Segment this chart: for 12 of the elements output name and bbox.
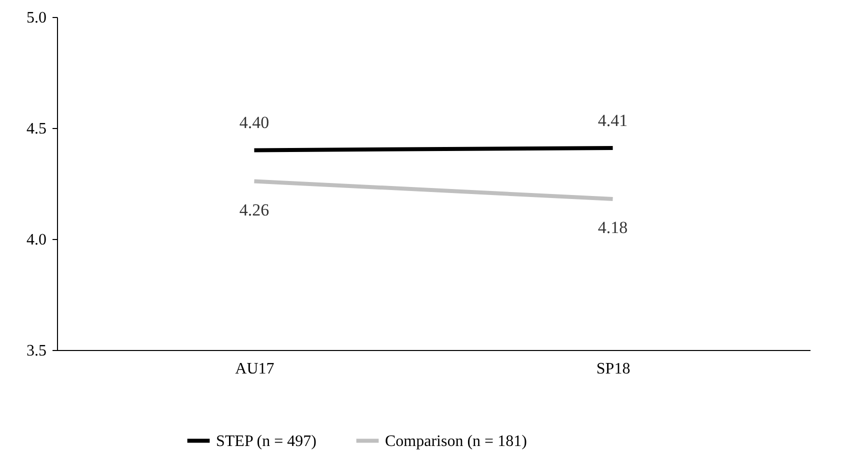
data-label: 4.18 (598, 218, 628, 238)
y-tick-label: 5.0 (26, 10, 46, 26)
data-label: 4.41 (598, 110, 628, 130)
y-tick-label: 4.5 (26, 120, 46, 138)
x-tick-label: SP18 (596, 360, 630, 378)
data-label: 4.26 (239, 200, 270, 220)
x-tick-label: AU17 (235, 360, 274, 378)
y-tick-label: 3.5 (26, 342, 46, 360)
legend-label: STEP (n = 497) (216, 432, 316, 450)
legend-label: Comparison (n = 181) (385, 432, 527, 450)
y-tick-label: 4.0 (26, 232, 46, 248)
data-label: 4.40 (239, 113, 270, 132)
